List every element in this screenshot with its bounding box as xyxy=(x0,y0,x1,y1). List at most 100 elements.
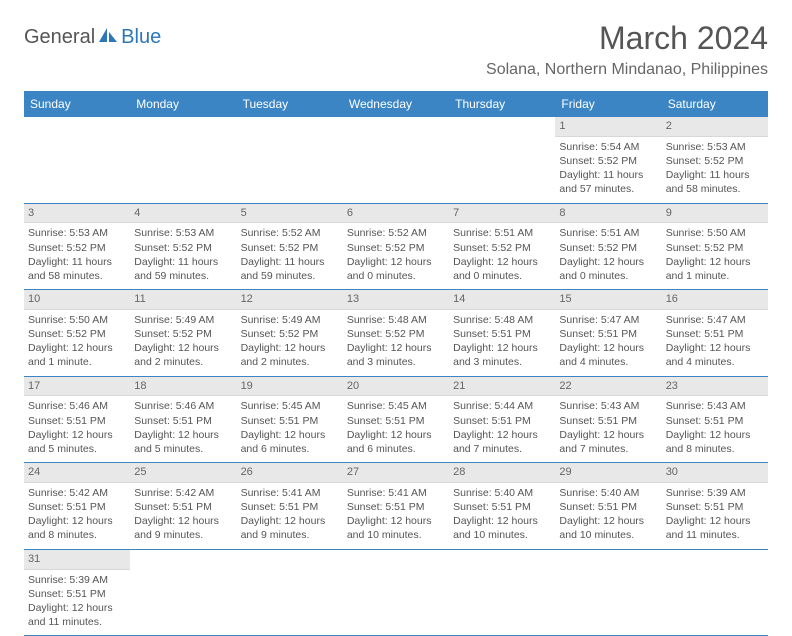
sunrise-text: Sunrise: 5:41 AM xyxy=(241,486,339,500)
sunrise-text: Sunrise: 5:39 AM xyxy=(28,573,126,587)
day-info: Sunrise: 5:49 AMSunset: 5:52 PMDaylight:… xyxy=(134,313,232,370)
sunrise-text: Sunrise: 5:43 AM xyxy=(559,399,657,413)
day-number: 21 xyxy=(449,377,555,397)
day-number: 23 xyxy=(662,377,768,397)
calendar-week-row: 17Sunrise: 5:46 AMSunset: 5:51 PMDayligh… xyxy=(24,376,768,463)
daylight-text: Daylight: 12 hours and 4 minutes. xyxy=(559,341,657,369)
daylight-text: Daylight: 12 hours and 6 minutes. xyxy=(347,428,445,456)
sunrise-text: Sunrise: 5:39 AM xyxy=(666,486,764,500)
sunset-text: Sunset: 5:51 PM xyxy=(666,500,764,514)
day-info: Sunrise: 5:53 AMSunset: 5:52 PMDaylight:… xyxy=(28,226,126,283)
calendar-week-row: 31Sunrise: 5:39 AMSunset: 5:51 PMDayligh… xyxy=(24,549,768,636)
day-info: Sunrise: 5:43 AMSunset: 5:51 PMDaylight:… xyxy=(666,399,764,456)
sunset-text: Sunset: 5:51 PM xyxy=(134,414,232,428)
day-info: Sunrise: 5:41 AMSunset: 5:51 PMDaylight:… xyxy=(347,486,445,543)
sunrise-text: Sunrise: 5:48 AM xyxy=(453,313,551,327)
sunset-text: Sunset: 5:52 PM xyxy=(241,241,339,255)
day-number: 2 xyxy=(662,117,768,137)
daylight-text: Daylight: 12 hours and 10 minutes. xyxy=(347,514,445,542)
calendar-day-cell: 12Sunrise: 5:49 AMSunset: 5:52 PMDayligh… xyxy=(237,290,343,377)
calendar-day-cell xyxy=(662,549,768,636)
logo-text-blue: Blue xyxy=(121,26,161,49)
title-block: March 2024 Solana, Northern Mindanao, Ph… xyxy=(486,20,768,79)
month-title: March 2024 xyxy=(486,20,768,57)
calendar-day-cell: 19Sunrise: 5:45 AMSunset: 5:51 PMDayligh… xyxy=(237,376,343,463)
sunset-text: Sunset: 5:51 PM xyxy=(453,327,551,341)
sunrise-text: Sunrise: 5:49 AM xyxy=(134,313,232,327)
calendar-day-cell: 9Sunrise: 5:50 AMSunset: 5:52 PMDaylight… xyxy=(662,203,768,290)
daylight-text: Daylight: 11 hours and 58 minutes. xyxy=(28,255,126,283)
calendar-day-cell: 22Sunrise: 5:43 AMSunset: 5:51 PMDayligh… xyxy=(555,376,661,463)
daylight-text: Daylight: 12 hours and 3 minutes. xyxy=(453,341,551,369)
day-number: 26 xyxy=(237,463,343,483)
sunset-text: Sunset: 5:51 PM xyxy=(28,587,126,601)
day-number: 17 xyxy=(24,377,130,397)
day-info: Sunrise: 5:50 AMSunset: 5:52 PMDaylight:… xyxy=(28,313,126,370)
sunrise-text: Sunrise: 5:40 AM xyxy=(453,486,551,500)
sunrise-text: Sunrise: 5:44 AM xyxy=(453,399,551,413)
daylight-text: Daylight: 12 hours and 10 minutes. xyxy=(453,514,551,542)
day-info: Sunrise: 5:52 AMSunset: 5:52 PMDaylight:… xyxy=(347,226,445,283)
sunrise-text: Sunrise: 5:41 AM xyxy=(347,486,445,500)
calendar-body: 1Sunrise: 5:54 AMSunset: 5:52 PMDaylight… xyxy=(24,117,768,636)
calendar-day-cell: 14 Sunrise: 5:48 AMSunset: 5:51 PMDayligh… xyxy=(449,290,555,377)
calendar-day-cell: 29Sunrise: 5:40 AMSunset: 5:51 PMDayligh… xyxy=(555,463,661,550)
daylight-text: Daylight: 12 hours and 1 minute. xyxy=(666,255,764,283)
calendar-week-row: 24Sunrise: 5:42 AMSunset: 5:51 PMDayligh… xyxy=(24,463,768,550)
calendar-day-cell: 6Sunrise: 5:52 AMSunset: 5:52 PMDaylight… xyxy=(343,203,449,290)
sunrise-text: Sunrise: 5:43 AM xyxy=(666,399,764,413)
day-number: 4 xyxy=(130,204,236,224)
sunset-text: Sunset: 5:52 PM xyxy=(347,241,445,255)
logo-sail-icon xyxy=(97,26,119,49)
sunset-text: Sunset: 5:52 PM xyxy=(666,241,764,255)
day-info: Sunrise: 5:53 AMSunset: 5:52 PMDaylight:… xyxy=(666,140,764,197)
calendar-day-cell: 13Sunrise: 5:48 AMSunset: 5:52 PMDayligh… xyxy=(343,290,449,377)
calendar-day-cell: 7Sunrise: 5:51 AMSunset: 5:52 PMDaylight… xyxy=(449,203,555,290)
sunset-text: Sunset: 5:51 PM xyxy=(28,500,126,514)
sunrise-text: Sunrise: 5:50 AM xyxy=(666,226,764,240)
day-number: 14 xyxy=(449,290,555,310)
sunrise-text: Sunrise: 5:52 AM xyxy=(347,226,445,240)
logo-text-general: General xyxy=(24,26,95,49)
weekday-header: Sunday xyxy=(24,91,130,117)
day-number: 5 xyxy=(237,204,343,224)
day-number: 16 xyxy=(662,290,768,310)
sunrise-text: Sunrise: 5:45 AM xyxy=(347,399,445,413)
sunset-text: Sunset: 5:51 PM xyxy=(453,500,551,514)
daylight-text: Daylight: 11 hours and 59 minutes. xyxy=(241,255,339,283)
day-info: Sunrise: 5:39 AMSunset: 5:51 PMDaylight:… xyxy=(666,486,764,543)
sunset-text: Sunset: 5:52 PM xyxy=(347,327,445,341)
calendar-day-cell: 3Sunrise: 5:53 AMSunset: 5:52 PMDaylight… xyxy=(24,203,130,290)
daylight-text: Daylight: 12 hours and 0 minutes. xyxy=(559,255,657,283)
weekday-header: Friday xyxy=(555,91,661,117)
daylight-text: Daylight: 12 hours and 2 minutes. xyxy=(134,341,232,369)
day-info: Sunrise: 5:50 AMSunset: 5:52 PMDaylight:… xyxy=(666,226,764,283)
sunrise-text: Sunrise: 5:49 AM xyxy=(241,313,339,327)
sunset-text: Sunset: 5:51 PM xyxy=(666,327,764,341)
daylight-text: Daylight: 12 hours and 9 minutes. xyxy=(241,514,339,542)
calendar-day-cell: 15Sunrise: 5:47 AMSunset: 5:51 PMDayligh… xyxy=(555,290,661,377)
sunrise-text: Sunrise: 5:42 AM xyxy=(28,486,126,500)
sunset-text: Sunset: 5:51 PM xyxy=(347,414,445,428)
calendar-day-cell xyxy=(343,549,449,636)
day-number: 6 xyxy=(343,204,449,224)
calendar-day-cell: 17Sunrise: 5:46 AMSunset: 5:51 PMDayligh… xyxy=(24,376,130,463)
daylight-text: Daylight: 12 hours and 10 minutes. xyxy=(559,514,657,542)
weekday-header: Monday xyxy=(130,91,236,117)
day-number: 28 xyxy=(449,463,555,483)
day-number: 3 xyxy=(24,204,130,224)
sunset-text: Sunset: 5:52 PM xyxy=(453,241,551,255)
day-number: 8 xyxy=(555,204,661,224)
sunrise-text: Sunrise: 5:52 AM xyxy=(241,226,339,240)
sunrise-text: Sunrise: 5:51 AM xyxy=(559,226,657,240)
sunset-text: Sunset: 5:52 PM xyxy=(559,154,657,168)
calendar-day-cell: 18Sunrise: 5:46 AMSunset: 5:51 PMDayligh… xyxy=(130,376,236,463)
calendar-day-cell: 10Sunrise: 5:50 AMSunset: 5:52 PMDayligh… xyxy=(24,290,130,377)
calendar-week-row: 3Sunrise: 5:53 AMSunset: 5:52 PMDaylight… xyxy=(24,203,768,290)
day-info: Sunrise: 5:48 AMSunset: 5:51 PMDaylight:… xyxy=(453,313,551,370)
day-info: Sunrise: 5:44 AMSunset: 5:51 PMDaylight:… xyxy=(453,399,551,456)
daylight-text: Daylight: 12 hours and 11 minutes. xyxy=(666,514,764,542)
sunset-text: Sunset: 5:51 PM xyxy=(28,414,126,428)
daylight-text: Daylight: 11 hours and 59 minutes. xyxy=(134,255,232,283)
daylight-text: Daylight: 12 hours and 0 minutes. xyxy=(347,255,445,283)
